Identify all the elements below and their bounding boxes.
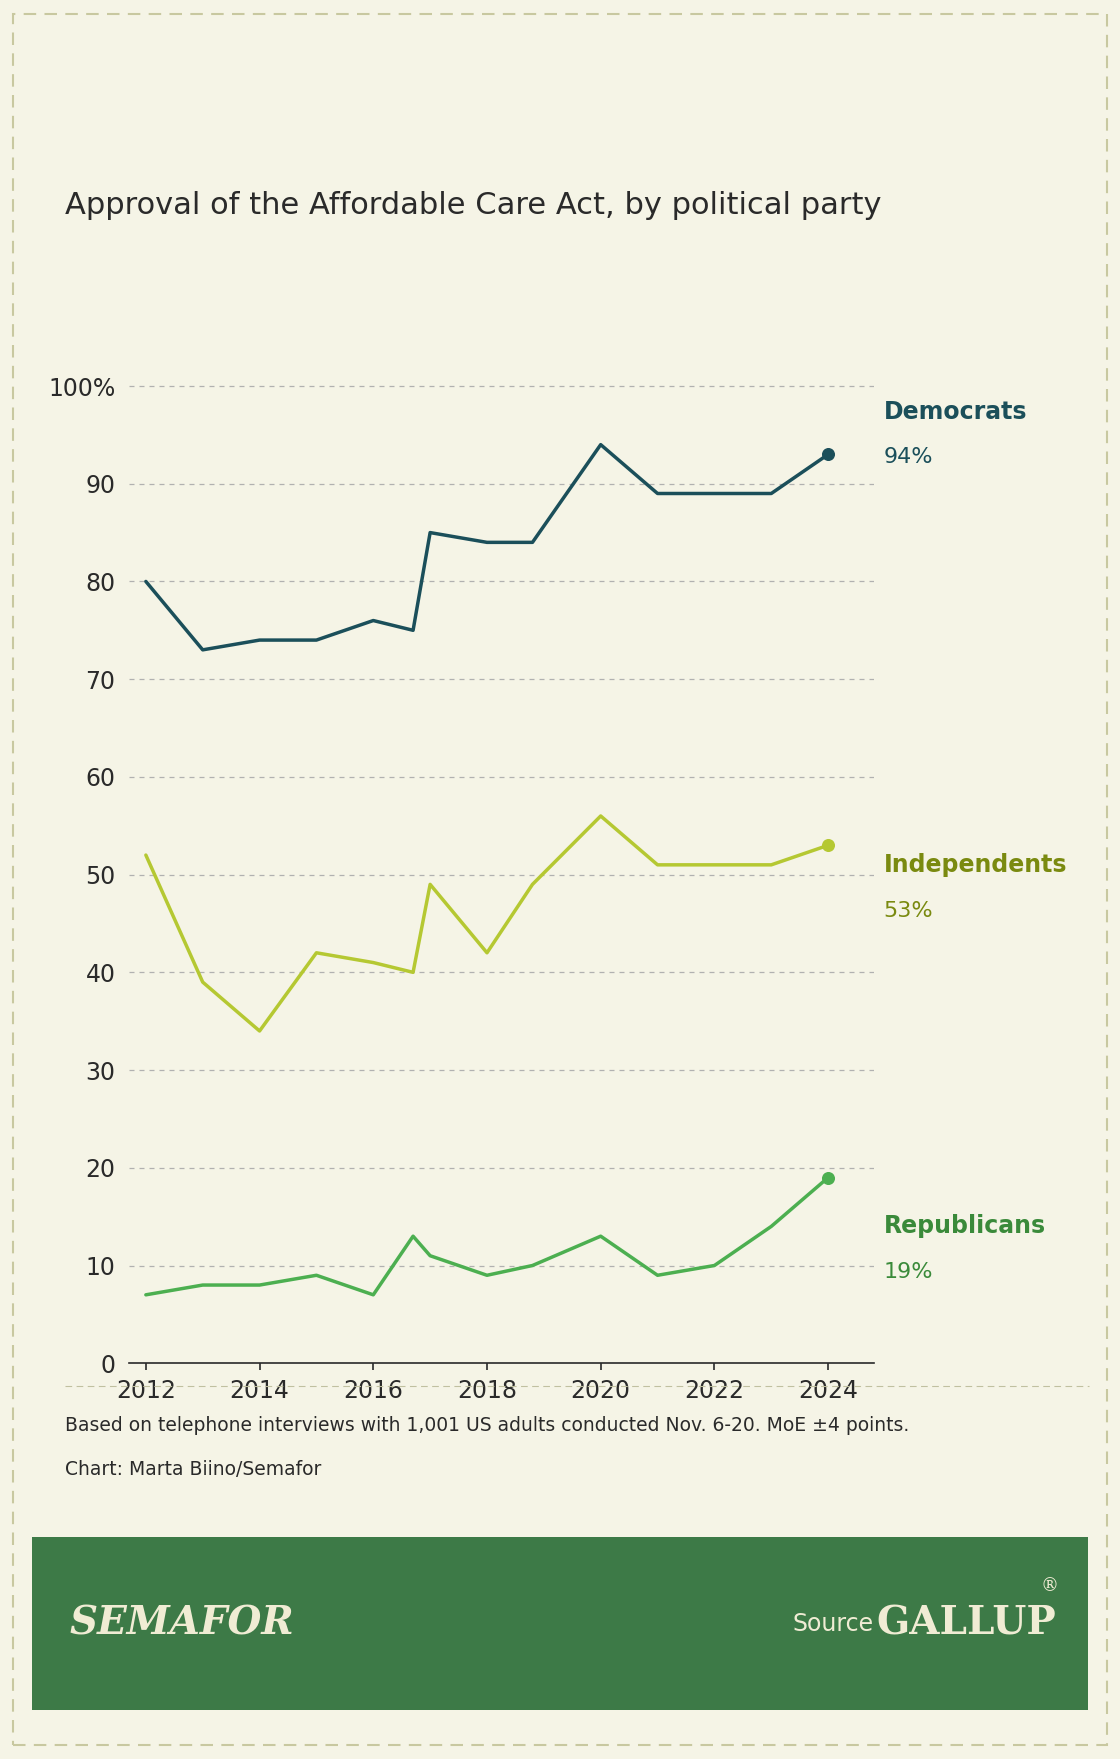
Text: Based on telephone interviews with 1,001 US adults conducted Nov. 6-20. MoE ±4 p: Based on telephone interviews with 1,001… bbox=[65, 1416, 909, 1435]
Text: Chart: Marta Biino/Semafor: Chart: Marta Biino/Semafor bbox=[65, 1460, 321, 1479]
Text: ®: ® bbox=[1040, 1576, 1058, 1595]
Text: GALLUP: GALLUP bbox=[877, 1604, 1056, 1643]
Text: Democrats: Democrats bbox=[884, 399, 1027, 424]
Point bbox=[819, 1163, 837, 1191]
Text: Republicans: Republicans bbox=[884, 1214, 1046, 1238]
Point bbox=[819, 832, 837, 860]
Text: SEMAFOR: SEMAFOR bbox=[69, 1604, 295, 1643]
Text: Independents: Independents bbox=[884, 853, 1067, 878]
Text: Approval of the Affordable Care Act, by political party: Approval of the Affordable Care Act, by … bbox=[65, 192, 881, 220]
Text: 94%: 94% bbox=[884, 447, 933, 468]
Point bbox=[819, 440, 837, 468]
Text: Source: Source bbox=[792, 1611, 874, 1636]
Text: 53%: 53% bbox=[884, 901, 933, 922]
Text: 19%: 19% bbox=[884, 1261, 933, 1282]
